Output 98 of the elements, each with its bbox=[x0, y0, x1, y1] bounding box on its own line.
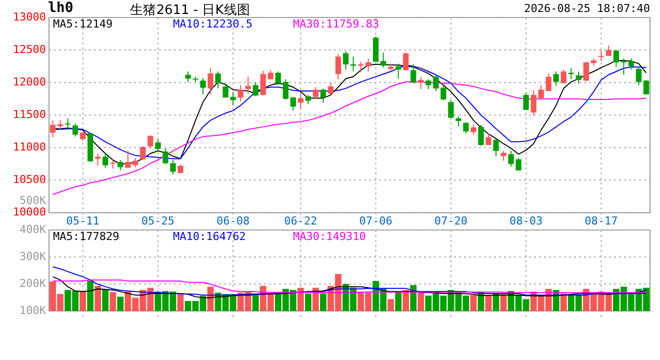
candlestick bbox=[64, 118, 71, 131]
candlestick bbox=[613, 50, 620, 68]
line-series bbox=[52, 279, 647, 294]
candlestick bbox=[493, 138, 499, 157]
line-series bbox=[52, 276, 647, 298]
text: MA30:149310 bbox=[293, 230, 366, 243]
candlestick bbox=[110, 158, 116, 169]
candlestick bbox=[50, 120, 56, 138]
text: lh0 bbox=[48, 0, 74, 16]
candlestick bbox=[448, 100, 454, 119]
x-tick-label: 05-11 bbox=[66, 214, 100, 228]
candlestick bbox=[433, 74, 439, 92]
candlestick bbox=[478, 124, 484, 146]
candlestick bbox=[155, 138, 161, 152]
candlestick bbox=[553, 71, 559, 86]
candlestick bbox=[260, 70, 266, 96]
text: MA5:177829 bbox=[53, 230, 120, 243]
candlestick bbox=[365, 58, 372, 72]
candlestick bbox=[208, 67, 214, 95]
x-tick-label: 08-17 bbox=[584, 214, 618, 228]
candlestick bbox=[215, 71, 221, 89]
candlestick bbox=[170, 159, 176, 175]
y-tick-label: 100K bbox=[20, 304, 46, 318]
candlestick bbox=[380, 52, 386, 68]
candlestick bbox=[328, 82, 334, 95]
y-tick-label: 11000 bbox=[12, 140, 46, 154]
y-tick-label: 200K bbox=[20, 277, 46, 290]
candlestick bbox=[636, 67, 642, 86]
x-tick-label: 07-20 bbox=[434, 214, 468, 228]
y-tick-label: 12500 bbox=[12, 43, 46, 56]
candlestick bbox=[583, 61, 589, 82]
chart-title: 生猪2611 - 日K线图 bbox=[130, 3, 250, 18]
text: MA30:11759.83 bbox=[293, 18, 380, 30]
x-tick-label: 06-22 bbox=[284, 214, 318, 228]
candlestick bbox=[305, 94, 311, 105]
text: MA5:12149 bbox=[53, 18, 113, 30]
y-tick-label: 400K bbox=[20, 223, 46, 236]
candlestick bbox=[298, 93, 304, 110]
y-tick-label: 11500 bbox=[12, 108, 46, 122]
y-tick-label: 10000 bbox=[12, 206, 46, 219]
x-tick-label: 05-25 bbox=[141, 214, 174, 228]
candlestick bbox=[148, 134, 154, 149]
text: MA10:164762 bbox=[173, 230, 246, 243]
text: 2026-08-25 18:07:40 bbox=[524, 2, 650, 15]
x-tick-label: 08-03 bbox=[509, 214, 543, 228]
y-tick-label: 13000 bbox=[12, 10, 46, 24]
candlestick bbox=[245, 76, 251, 94]
candlestick bbox=[396, 63, 402, 80]
candlestick bbox=[523, 92, 529, 110]
text: 500K bbox=[20, 194, 46, 207]
candlestick bbox=[538, 84, 544, 100]
candlestick bbox=[57, 120, 64, 130]
candlestick bbox=[342, 50, 349, 70]
candlestick bbox=[628, 58, 634, 70]
candlestick bbox=[410, 64, 416, 84]
candlestick bbox=[80, 132, 86, 142]
candlestick bbox=[418, 76, 424, 90]
candlestick bbox=[546, 72, 552, 92]
candlestick bbox=[312, 86, 319, 100]
candlestick bbox=[238, 84, 244, 102]
candlestick bbox=[282, 78, 288, 100]
candlestick bbox=[320, 88, 326, 104]
candlestick bbox=[102, 152, 108, 168]
candlestick bbox=[403, 52, 409, 71]
candlestick bbox=[576, 71, 582, 84]
candlestick bbox=[335, 53, 342, 80]
candlestick bbox=[118, 159, 124, 171]
candlestick bbox=[426, 78, 432, 90]
y-tick-label: 12000 bbox=[12, 76, 46, 89]
candlestick bbox=[440, 84, 446, 101]
candlestick bbox=[132, 158, 138, 168]
candlestick bbox=[620, 58, 627, 76]
y-tick-label: 300K bbox=[20, 250, 46, 264]
candlestick bbox=[200, 78, 206, 95]
candlestick bbox=[598, 50, 604, 62]
candlestick bbox=[456, 116, 462, 127]
candlestick bbox=[560, 69, 566, 84]
candlestick bbox=[530, 90, 536, 116]
candlestick bbox=[125, 150, 131, 168]
candlestick bbox=[606, 44, 612, 56]
x-tick-label: 06-08 bbox=[216, 214, 250, 228]
candlestick bbox=[268, 70, 274, 80]
candlestick bbox=[290, 96, 296, 112]
x-tick-label: 07-06 bbox=[359, 214, 392, 228]
candlestick bbox=[95, 152, 101, 166]
line-series bbox=[52, 266, 647, 296]
candlestick bbox=[185, 71, 191, 82]
candlestick bbox=[470, 124, 476, 136]
candlestick bbox=[463, 122, 469, 134]
candlestick bbox=[252, 82, 258, 97]
candlestick bbox=[140, 146, 146, 160]
candlestick bbox=[162, 148, 168, 164]
candlestick bbox=[72, 123, 78, 138]
y-tick-label: 10500 bbox=[12, 173, 46, 186]
candlestick bbox=[643, 79, 650, 95]
candlestick bbox=[275, 71, 281, 86]
text: MA10:12230.5 bbox=[173, 18, 252, 30]
candlestick bbox=[500, 150, 506, 162]
